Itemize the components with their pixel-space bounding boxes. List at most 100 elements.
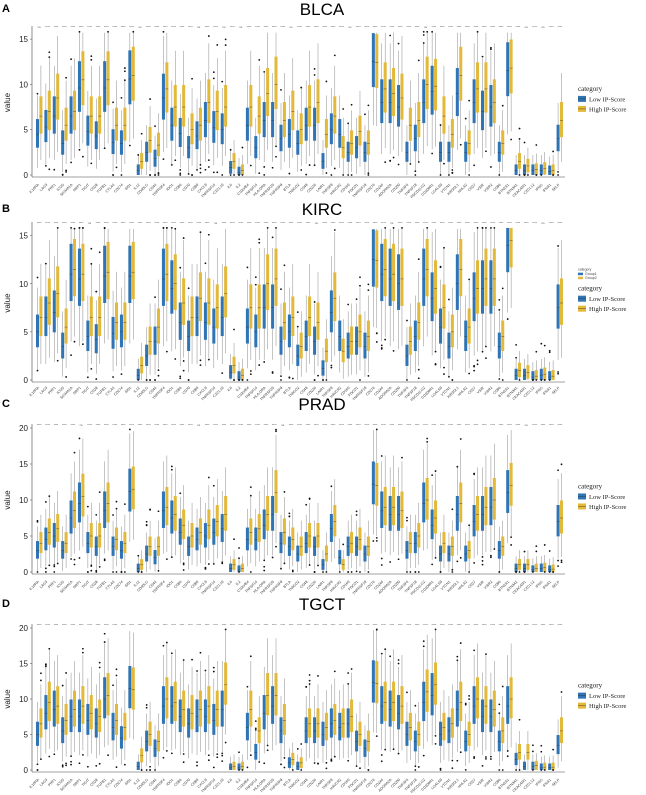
box-high-hla-dra bbox=[266, 67, 270, 117]
outlier-point bbox=[140, 132, 143, 135]
outlier-point bbox=[162, 644, 165, 647]
outlier-point bbox=[560, 463, 563, 466]
box-low-kir3dl1 bbox=[455, 690, 459, 727]
x-tick-label: ID01 bbox=[124, 778, 132, 786]
significance-label: **** bbox=[440, 25, 446, 29]
outlier-point bbox=[40, 672, 42, 675]
x-tick-label: IDO1 bbox=[165, 386, 174, 395]
box-high-cd200 bbox=[400, 491, 404, 528]
box-high-btn2a1 bbox=[509, 677, 513, 719]
outlier-point bbox=[263, 361, 266, 363]
outlier-point bbox=[249, 486, 252, 489]
significance-label: **** bbox=[373, 423, 379, 427]
significance-label: **** bbox=[490, 623, 496, 627]
significance-label: **** bbox=[448, 25, 454, 29]
significance-label: **** bbox=[96, 221, 102, 225]
significance-label: **** bbox=[247, 623, 253, 627]
box-high-cxcl9 bbox=[207, 278, 211, 325]
x-tick-label: TGFB1 bbox=[96, 183, 107, 194]
box-high-id01 bbox=[131, 241, 135, 300]
box-high-tnfrsf25 bbox=[274, 248, 278, 306]
outlier-point bbox=[485, 757, 487, 760]
y-tick-label: 10 bbox=[19, 695, 28, 704]
box-low-vsir bbox=[481, 495, 485, 531]
outlier-point bbox=[207, 358, 210, 361]
x-tick-label: CD160 bbox=[340, 580, 351, 591]
outlier-point bbox=[367, 283, 370, 286]
box-low-cd274 bbox=[119, 314, 123, 348]
outlier-point bbox=[90, 262, 93, 265]
box-low-cd96 bbox=[497, 332, 501, 359]
panel-kirc: B KIRCvalue051015****IL10RA****LAG3****PR… bbox=[2, 200, 626, 402]
box-high-sigma1a bbox=[72, 238, 77, 297]
outlier-point bbox=[280, 567, 282, 570]
box-high-vsir2 bbox=[492, 690, 496, 727]
outlier-point bbox=[207, 563, 210, 565]
box-low-tnfrsf25 bbox=[271, 284, 275, 329]
y-tick-label: 15 bbox=[19, 460, 28, 469]
x-tick-label: PDCD1 bbox=[348, 183, 359, 194]
outlier-point bbox=[456, 465, 459, 468]
box-high-tnfrsf14 bbox=[215, 90, 219, 131]
box-low-cd80 bbox=[195, 699, 199, 733]
box-low-il2 bbox=[237, 565, 241, 572]
significance-label: **** bbox=[255, 623, 261, 627]
outlier-point bbox=[468, 524, 471, 527]
significance-label: **** bbox=[222, 423, 228, 427]
box-low-hla-dra bbox=[262, 284, 266, 329]
outlier-point bbox=[325, 571, 328, 573]
outlier-point bbox=[263, 70, 266, 73]
outlier-point bbox=[325, 80, 328, 83]
box-high-btn3a1 bbox=[518, 153, 522, 169]
outlier-point bbox=[448, 174, 450, 176]
box-high-cd28 bbox=[98, 96, 102, 134]
outlier-point bbox=[451, 767, 454, 770]
outlier-point bbox=[300, 743, 303, 745]
outlier-point bbox=[476, 363, 479, 366]
significance-label: **** bbox=[171, 221, 177, 225]
x-tick-label: IL12 bbox=[133, 778, 141, 786]
outlier-point bbox=[73, 558, 76, 561]
significance-label: **** bbox=[129, 221, 135, 225]
x-tick-label: PRF1 bbox=[47, 580, 56, 589]
box-high-cd200r1 bbox=[434, 500, 438, 534]
box-high-il12 bbox=[140, 153, 144, 169]
outlier-point bbox=[70, 558, 72, 560]
box-low-cd48 bbox=[304, 532, 308, 554]
outlier-point bbox=[241, 379, 244, 381]
significance-label: **** bbox=[154, 623, 160, 627]
outlier-point bbox=[258, 241, 261, 244]
outlier-point bbox=[305, 503, 308, 506]
outlier-point bbox=[397, 163, 400, 166]
outlier-point bbox=[380, 455, 383, 457]
outlier-point bbox=[275, 145, 277, 148]
box-high-adora2a bbox=[392, 681, 396, 722]
outlier-point bbox=[70, 58, 72, 61]
x-tick-label: CTLA4 bbox=[105, 386, 116, 397]
significance-label: **** bbox=[238, 623, 244, 627]
x-tick-label: VSIR bbox=[476, 386, 485, 395]
outlier-point bbox=[375, 628, 378, 631]
box-high-cxcl10 bbox=[224, 266, 228, 318]
box-low-id01 bbox=[128, 50, 132, 105]
outlier-point bbox=[249, 754, 252, 757]
outlier-point bbox=[523, 550, 526, 553]
outlier-point bbox=[280, 288, 282, 291]
x-tick-label: LAG3 bbox=[39, 386, 48, 395]
outlier-point bbox=[557, 170, 559, 173]
x-tick-label: IL10RA bbox=[29, 579, 41, 591]
significance-label: **** bbox=[96, 423, 102, 427]
outlier-point bbox=[123, 763, 126, 766]
box-low-cd40lg bbox=[145, 730, 149, 752]
outlier-point bbox=[355, 765, 358, 767]
outlier-point bbox=[238, 571, 240, 573]
outlier-point bbox=[548, 351, 551, 354]
outlier-point bbox=[90, 162, 93, 165]
outlier-point bbox=[78, 437, 81, 440]
outlier-point bbox=[103, 227, 106, 229]
box-high-cxcl12 bbox=[534, 369, 538, 380]
significance-label: **** bbox=[79, 25, 85, 29]
x-tick-label: ICOS bbox=[56, 182, 65, 191]
outlier-point bbox=[531, 571, 534, 573]
